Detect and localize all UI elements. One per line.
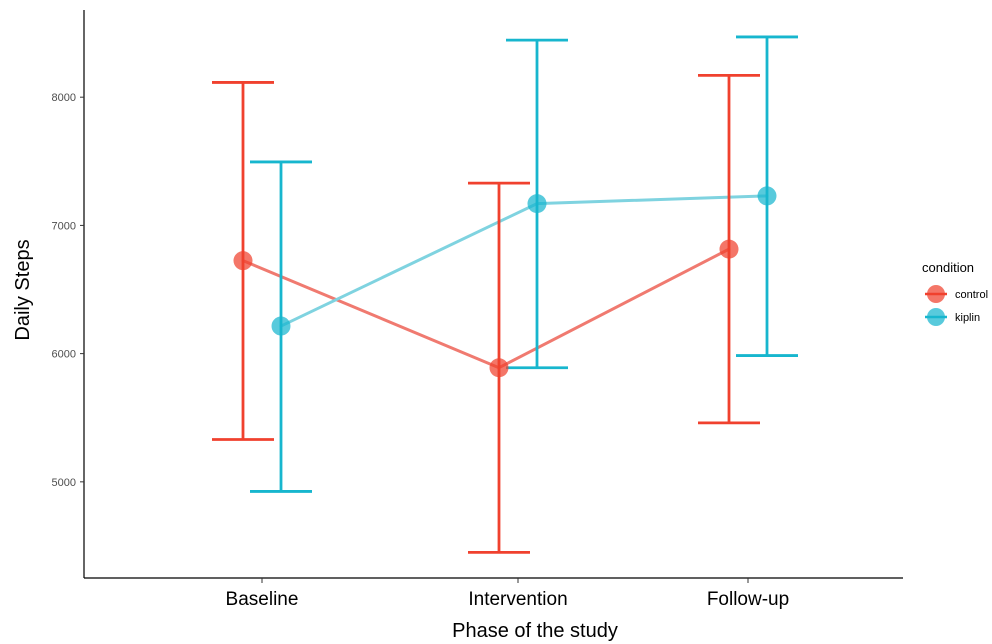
legend-key-point bbox=[927, 308, 945, 326]
point-control bbox=[719, 239, 739, 259]
legend: condition control kiplin bbox=[922, 260, 988, 326]
point-kiplin bbox=[271, 316, 291, 336]
x-tick-label: Follow-up bbox=[707, 589, 789, 610]
x-tick-label: Baseline bbox=[226, 589, 299, 610]
series-lines bbox=[241, 194, 769, 370]
error-bars bbox=[212, 35, 798, 554]
y-axis-title: Daily Steps bbox=[12, 239, 34, 340]
point-kiplin bbox=[757, 186, 777, 206]
data-points bbox=[233, 186, 777, 378]
legend-items: control kiplin bbox=[925, 285, 988, 326]
y-tick-label: 8000 bbox=[52, 92, 76, 104]
legend-title: condition bbox=[922, 260, 974, 275]
y-tick-label: 6000 bbox=[52, 349, 76, 361]
point-control bbox=[233, 251, 253, 271]
x-axis-title: Phase of the study bbox=[452, 620, 618, 642]
point-control bbox=[489, 358, 509, 378]
x-ticks: Baseline Intervention Follow-up bbox=[226, 578, 789, 610]
legend-key-point bbox=[927, 285, 945, 303]
axes: 5000 6000 7000 8000 Baseline Intervention Fol… bbox=[52, 10, 903, 610]
y-ticks: 5000 6000 7000 8000 bbox=[52, 92, 84, 489]
y-tick-label: 7000 bbox=[52, 220, 76, 232]
legend-label: kiplin bbox=[955, 312, 980, 324]
legend-item-kiplin: kiplin bbox=[925, 308, 980, 326]
y-tick-label: 5000 bbox=[52, 477, 76, 489]
legend-item-control: control bbox=[925, 285, 988, 303]
x-tick-label: Intervention bbox=[468, 589, 567, 610]
point-kiplin bbox=[527, 194, 547, 214]
legend-label: control bbox=[955, 289, 988, 301]
